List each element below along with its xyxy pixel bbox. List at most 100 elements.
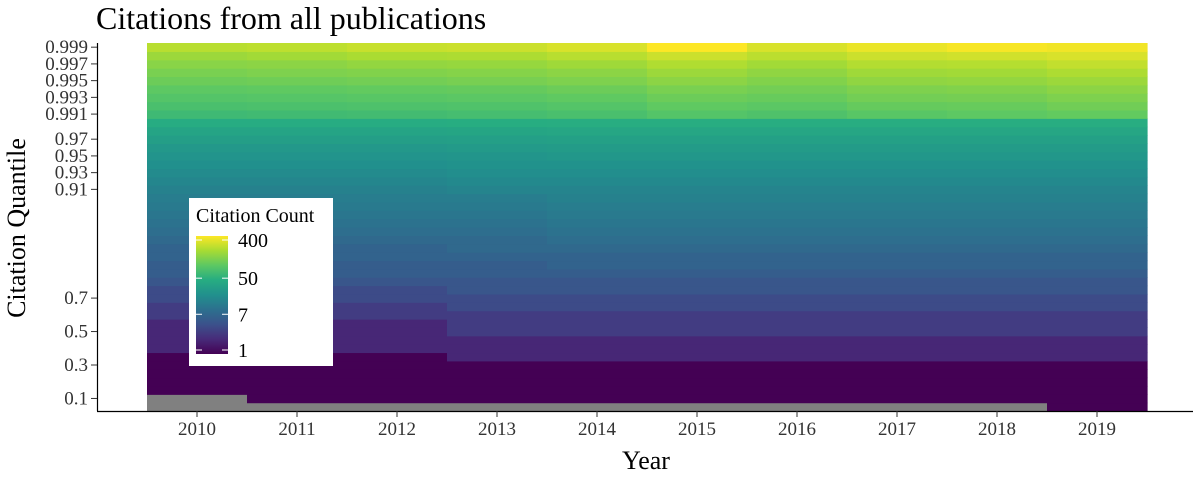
heatmap-cell [347,377,448,387]
heatmap-cell [247,43,348,52]
heatmap-cell [547,402,648,412]
heatmap-cell [1047,252,1148,262]
heatmap-cell [447,143,548,153]
heatmap-cell [947,160,1048,170]
y-axis-title: Citation Quantile [2,138,31,318]
heatmap-cell [747,327,848,337]
heatmap-cell [847,335,948,345]
heatmap-cell [947,176,1048,186]
heatmap-cell [747,59,848,69]
heatmap-cell [947,369,1048,379]
heatmap-cell [547,243,648,253]
heatmap-cell [647,327,748,337]
heatmap-cell [347,135,448,144]
heatmap-cell [547,76,648,86]
heatmap-cell [547,235,648,245]
heatmap-cell [1047,101,1148,111]
heatmap-cell [247,135,348,144]
heatmap-cell [547,352,648,362]
y-tick-label: 0.997 [45,54,88,75]
heatmap-cell [947,68,1048,78]
heatmap-cell [547,160,648,170]
heatmap-cell [747,43,848,52]
heatmap-cell [947,126,1048,136]
heatmap-cell [747,369,848,379]
heatmap-cell [647,193,748,203]
heatmap-cell [347,51,448,61]
y-tick-label: 0.5 [64,322,88,343]
heatmap-cell [947,344,1048,354]
heatmap-cell [947,394,1048,404]
heatmap-cell [547,335,648,345]
heatmap-cell [447,160,548,170]
heatmap-cell [947,51,1048,61]
heatmap-cell [747,76,848,86]
heatmap-cell [547,218,648,228]
heatmap-cell [947,319,1048,328]
heatmap-cell [1047,360,1148,370]
heatmap-cell [747,260,848,270]
heatmap-cell [947,84,1048,94]
heatmap-cell [747,344,848,354]
heatmap-cell [947,235,1048,245]
heatmap-cell [247,143,348,153]
heatmap-cell [547,285,648,295]
heatmap-cell [747,68,848,78]
heatmap-cell [847,385,948,395]
heatmap-cell [1047,160,1148,170]
heatmap-cell [847,93,948,103]
heatmap-cell [447,43,548,52]
heatmap-cell [847,193,948,203]
heatmap-cell [647,402,748,412]
heatmap-cell [447,260,548,270]
x-tick-label: 2014 [578,419,617,440]
heatmap-cell [447,344,548,354]
heatmap-cell [1047,277,1148,287]
heatmap-cell [347,268,448,278]
heatmap-cell [347,252,448,262]
heatmap-cell [347,302,448,312]
heatmap-cell [1047,385,1148,395]
heatmap-cell [547,369,648,379]
heatmap-cell [747,93,848,103]
heatmap-cell [447,84,548,94]
heatmap-cell [347,227,448,236]
heatmap-cell [947,302,1048,312]
heatmap-cell [247,101,348,111]
heatmap-cell [947,285,1048,295]
heatmap-cell [947,43,1048,52]
heatmap-cell [847,360,948,370]
heatmap-cell [547,43,648,52]
heatmap-cell [347,101,448,111]
heatmap-cell [1047,268,1148,278]
heatmap-cell [147,168,248,178]
heatmap-cell [447,394,548,404]
heatmap-cell [747,302,848,312]
heatmap-cell [647,210,748,220]
heatmap-cell [747,135,848,144]
heatmap-cell [847,327,948,337]
heatmap-cell [447,109,548,119]
heatmap-cell [947,109,1048,119]
heatmap-cell [647,118,748,128]
heatmap-cell [947,101,1048,111]
heatmap-cell [347,327,448,337]
heatmap-cell [147,185,248,195]
heatmap-cell [847,302,948,312]
heatmap-cell [747,185,848,195]
heatmap-cell [1047,285,1148,295]
heatmap-cell [647,227,748,236]
legend-tick-label: 7 [238,304,248,326]
heatmap-cell [347,151,448,161]
heatmap-cell [647,84,748,94]
heatmap-cell [747,118,848,128]
legend-tick-label: 1 [238,340,248,362]
heatmap-cell [447,135,548,144]
heatmap-cell [247,109,348,119]
x-tick-label: 2018 [978,419,1016,440]
heatmap-cell [947,293,1048,303]
heatmap-cell [447,402,548,412]
heatmap-cell [947,360,1048,370]
x-axis-title: Year [622,446,670,475]
